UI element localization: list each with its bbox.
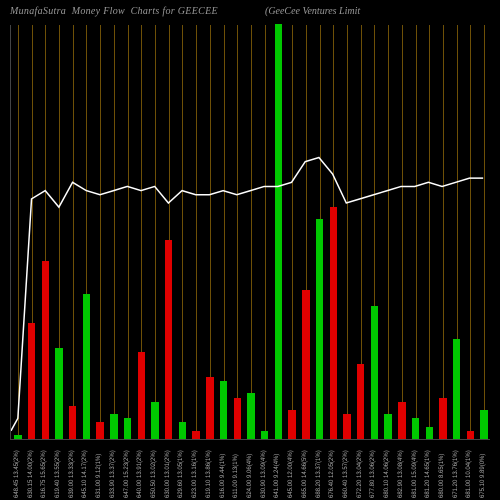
grid-line: [443, 25, 444, 439]
x-tick-label: 641.00 9.24(4%): [274, 454, 280, 498]
bar: [275, 24, 283, 439]
x-tick-label: 619.40 13.55(2%): [55, 450, 61, 498]
grid-line: [18, 25, 19, 439]
grid-line: [470, 25, 471, 439]
bar: [206, 377, 214, 439]
x-tick-label: 675.10 9.89(0%): [480, 454, 486, 498]
grid-line: [114, 25, 115, 439]
x-axis-labels: 648.45 13.45(2%) 630.15 14.00(2%) 616.75 1…: [10, 442, 490, 500]
bar: [42, 261, 50, 439]
x-tick-label: 630.15 14.00(2%): [28, 450, 34, 498]
bar: [288, 410, 296, 439]
grid-line: [429, 25, 430, 439]
grid-line: [251, 25, 252, 439]
grid-line: [388, 25, 389, 439]
x-tick-label: 624.00 9.06(4%): [247, 454, 253, 498]
grid-line: [224, 25, 225, 439]
x-tick-label: 647.00 15.23(2%): [124, 450, 130, 498]
x-tick-label: 676.40 12.05(2%): [329, 450, 335, 498]
chart-plot-area: [10, 25, 490, 440]
x-tick-label: 681.00 15.09(4%): [412, 450, 418, 498]
x-tick-label: 677.80 13.06(2%): [370, 450, 376, 498]
x-tick-label: 629.60 13.05(1%): [178, 450, 184, 498]
chart-subtitle: (GeeCee Ventures Limit: [265, 6, 360, 17]
x-tick-label: 665.00 14.66(5%): [302, 450, 308, 498]
bar: [453, 339, 461, 439]
bar: [480, 410, 488, 439]
bar: [96, 422, 104, 439]
x-tick-label: 648.45 13.45(2%): [14, 450, 20, 498]
x-tick-label: 645.10 14.17(2%): [82, 450, 88, 498]
grid-line: [100, 25, 101, 439]
bar: [69, 406, 77, 439]
bar: [220, 381, 228, 439]
grid-line: [128, 25, 129, 439]
x-tick-label: 681.00 10.04(1%): [466, 450, 472, 498]
bar: [467, 431, 475, 439]
x-tick-label: 619.10 13.86(1%): [206, 450, 212, 498]
x-tick-label: 650.50 13.02(2%): [151, 450, 157, 498]
bar: [138, 352, 146, 439]
bar: [83, 294, 91, 439]
x-tick-label: 616.00 9.44(1%): [220, 454, 226, 498]
grid-line: [182, 25, 183, 439]
x-tick-label: 682.90 13.08(4%): [398, 450, 404, 498]
bar: [261, 431, 269, 439]
grid-line: [347, 25, 348, 439]
grid-line: [484, 25, 485, 439]
x-tick-label: 671.20 13.76(1%): [453, 450, 459, 498]
grid-line: [155, 25, 156, 439]
grid-line: [196, 25, 197, 439]
bar: [234, 398, 242, 440]
bar: [179, 422, 187, 439]
bar: [151, 402, 159, 439]
title-suffix: Charts for GEECEE: [131, 6, 218, 17]
x-tick-label: 680.10 14.06(2%): [384, 450, 390, 498]
x-tick-label: 623.00 13.16(1%): [192, 450, 198, 498]
grid-line: [237, 25, 238, 439]
x-tick-label: 630.00 13.01(2%): [165, 450, 171, 498]
bar: [412, 418, 420, 439]
bar: [124, 418, 132, 439]
x-tick-label: 640.00 13.91(2%): [137, 450, 143, 498]
bar: [14, 435, 22, 439]
x-tick-label: 631.00 9.12(1%): [96, 454, 102, 498]
bar: [357, 364, 365, 439]
bar: [426, 427, 434, 439]
x-tick-label: 630.90 13.09(4%): [261, 450, 267, 498]
bar: [110, 414, 118, 439]
x-tick-label: 681.20 14.65(1%): [425, 450, 431, 498]
x-tick-label: 645.00 12.00(4%): [288, 450, 294, 498]
bar: [55, 348, 63, 439]
bar: [371, 306, 379, 439]
x-tick-label: 616.75 15.65(2%): [41, 450, 47, 498]
grid-line: [265, 25, 266, 439]
grid-line: [416, 25, 417, 439]
grid-line: [402, 25, 403, 439]
bar: [384, 414, 392, 439]
bar: [247, 393, 255, 439]
chart-title: MunafaSutra Money Flow Charts for GEECEE: [10, 6, 218, 17]
x-tick-label: 680.00 8.65(1%): [439, 454, 445, 498]
x-tick-label: 688.20 13.37(1%): [316, 450, 322, 498]
bar: [192, 431, 200, 439]
x-tick-label: 639.00 13.33(2%): [69, 450, 75, 498]
bar: [302, 290, 310, 439]
grid-line: [73, 25, 74, 439]
bar: [28, 323, 36, 439]
bar: [330, 207, 338, 439]
title-prefix: MunafaSutra: [10, 6, 66, 17]
x-tick-label: 672.20 13.04(2%): [357, 450, 363, 498]
x-tick-label: 611.00 9.13(1%): [233, 454, 239, 498]
bar: [165, 240, 173, 439]
bar: [316, 219, 324, 439]
bar: [439, 398, 447, 440]
bar: [398, 402, 406, 439]
x-tick-label: 633.90 13.37(2%): [110, 450, 116, 498]
title-middle: Money Flow: [72, 6, 125, 17]
x-tick-label: 660.40 13.57(2%): [343, 450, 349, 498]
grid-line: [292, 25, 293, 439]
bar: [343, 414, 351, 439]
